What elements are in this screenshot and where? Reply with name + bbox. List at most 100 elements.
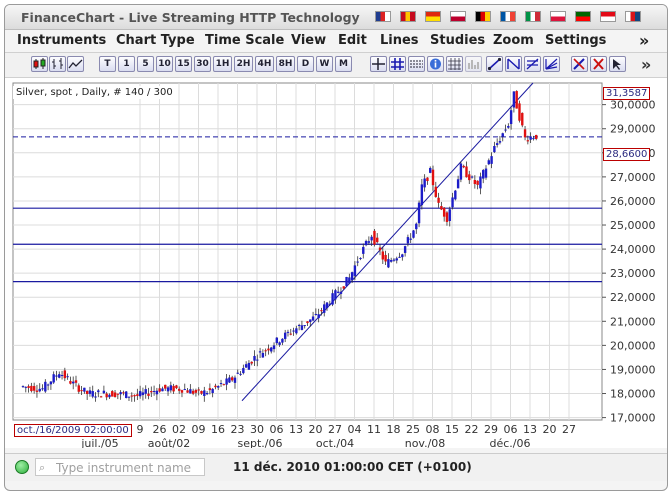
percent-button[interactable] [446, 56, 463, 72]
candlestick-chart-button[interactable] [31, 56, 48, 72]
volume-button[interactable] [465, 56, 482, 72]
fan-button[interactable] [543, 56, 560, 72]
toolbar-more-button[interactable]: » [641, 55, 652, 74]
pointer-button[interactable] [609, 56, 626, 72]
candle-body [317, 314, 320, 319]
menu-chart-type[interactable]: Chart Type [116, 33, 195, 48]
japan-flag[interactable] [450, 11, 466, 22]
candle-body [359, 257, 362, 259]
spain-flag[interactable] [400, 11, 416, 22]
candle-body [484, 168, 488, 178]
period-button-30[interactable]: 30 [194, 56, 211, 72]
price-chart[interactable]: 30,000029,000028,000027,000026,000025,00… [5, 78, 667, 448]
candle-body [116, 393, 120, 395]
chart-area[interactable]: 30,000029,000028,000027,000026,000025,00… [5, 78, 667, 448]
line-chart-button[interactable] [67, 56, 84, 72]
candle-body [529, 136, 532, 140]
fibonacci-button[interactable] [524, 56, 541, 72]
delete-lines-button[interactable] [590, 56, 607, 72]
period-button-1[interactable]: 1 [118, 56, 135, 72]
period-button-15[interactable]: 15 [175, 56, 192, 72]
menu-lines[interactable]: Lines [380, 33, 419, 48]
period-button-8h[interactable]: 8H [276, 56, 295, 72]
y-tick-label: 30,0000 [610, 99, 656, 112]
x-day-label: 04 [348, 423, 362, 436]
period-button-4h[interactable]: 4H [255, 56, 274, 72]
candle-body [52, 374, 55, 383]
candle-body [518, 103, 521, 121]
candle-body [325, 302, 329, 309]
fan-lines-icon [545, 58, 558, 70]
candle-body [133, 395, 136, 397]
horizontal-lines-icon [410, 60, 423, 68]
italy-flag[interactable] [525, 11, 541, 22]
candle-body [412, 230, 415, 238]
x-day-label: 15 [445, 423, 459, 436]
candle-body [21, 386, 25, 388]
trendline-button[interactable] [486, 56, 503, 72]
y-tick-label: 27,0000 [610, 171, 656, 184]
uk-flag[interactable] [375, 11, 391, 22]
menu-more-button[interactable]: » [639, 31, 650, 50]
turkey-flag[interactable] [600, 11, 616, 22]
period-button-2h[interactable]: 2H [234, 56, 253, 72]
period-button-m[interactable]: M [335, 56, 352, 72]
period-button-10[interactable]: 10 [156, 56, 173, 72]
bar-chart-button[interactable] [49, 56, 66, 72]
menu-settings[interactable]: Settings [545, 33, 607, 48]
czech-flag[interactable] [625, 11, 641, 22]
edit-lines-button[interactable] [571, 56, 588, 72]
period-button-d[interactable]: D [297, 56, 314, 72]
candle-body [303, 325, 306, 327]
menu-zoom[interactable]: Zoom [493, 33, 534, 48]
x-day-label: 08 [426, 423, 440, 436]
candle-body [41, 388, 44, 390]
candle-body [272, 345, 276, 350]
menu-time-scale[interactable]: Time Scale [205, 33, 285, 48]
channel-button[interactable] [505, 56, 522, 72]
period-button-1h[interactable]: 1H [213, 56, 232, 72]
candle-body [253, 355, 256, 361]
x-day-label: 18 [387, 423, 401, 436]
candle-body [509, 110, 513, 125]
period-button-5[interactable]: 5 [137, 56, 154, 72]
menu-view[interactable]: View [291, 33, 327, 48]
candle-body [331, 293, 334, 305]
x-day-label: 27 [562, 423, 576, 436]
status-bar: ⌕ 11 déc. 2010 01:00:00 CET (+0100) [5, 453, 667, 481]
menu-instruments[interactable]: Instruments [17, 33, 107, 48]
horizontal-line-button[interactable] [408, 56, 425, 72]
candle-body [66, 376, 69, 378]
china-flag[interactable] [425, 11, 441, 22]
candle-body [194, 389, 198, 393]
menu-bar: Instruments Chart Type Time Scale View Edit L… [5, 30, 667, 53]
x-month-label: nov./08 [405, 437, 446, 448]
menu-studies[interactable]: Studies [430, 33, 486, 48]
germany-flag[interactable] [475, 11, 491, 22]
x-day-label: 02 [172, 423, 186, 436]
candle-body [521, 112, 524, 126]
instrument-search-input[interactable] [35, 458, 205, 476]
portugal-flag[interactable] [575, 11, 591, 22]
crosshair-button[interactable] [370, 56, 387, 72]
period-button-w[interactable]: W [316, 56, 333, 72]
candle-body [320, 310, 323, 312]
france-flag[interactable] [500, 11, 516, 22]
y-tick-label: 17,0000 [610, 412, 656, 425]
candle-body [459, 163, 463, 180]
candle-body [417, 202, 421, 224]
menu-edit[interactable]: Edit [338, 33, 367, 48]
y-tick-label: 19,0000 [610, 363, 656, 376]
poland-flag[interactable] [550, 11, 566, 22]
x-month-label: oct./04 [316, 437, 354, 448]
period-button-t[interactable]: T [99, 56, 116, 72]
candle-body [281, 338, 284, 343]
candle-body [99, 396, 103, 398]
info-button[interactable] [427, 56, 444, 72]
candle-body [225, 378, 228, 385]
candle-body [83, 387, 86, 392]
x-day-label: 11 [367, 423, 381, 436]
candle-body [155, 390, 159, 395]
grid-button[interactable] [389, 56, 406, 72]
candle-body [125, 391, 128, 398]
